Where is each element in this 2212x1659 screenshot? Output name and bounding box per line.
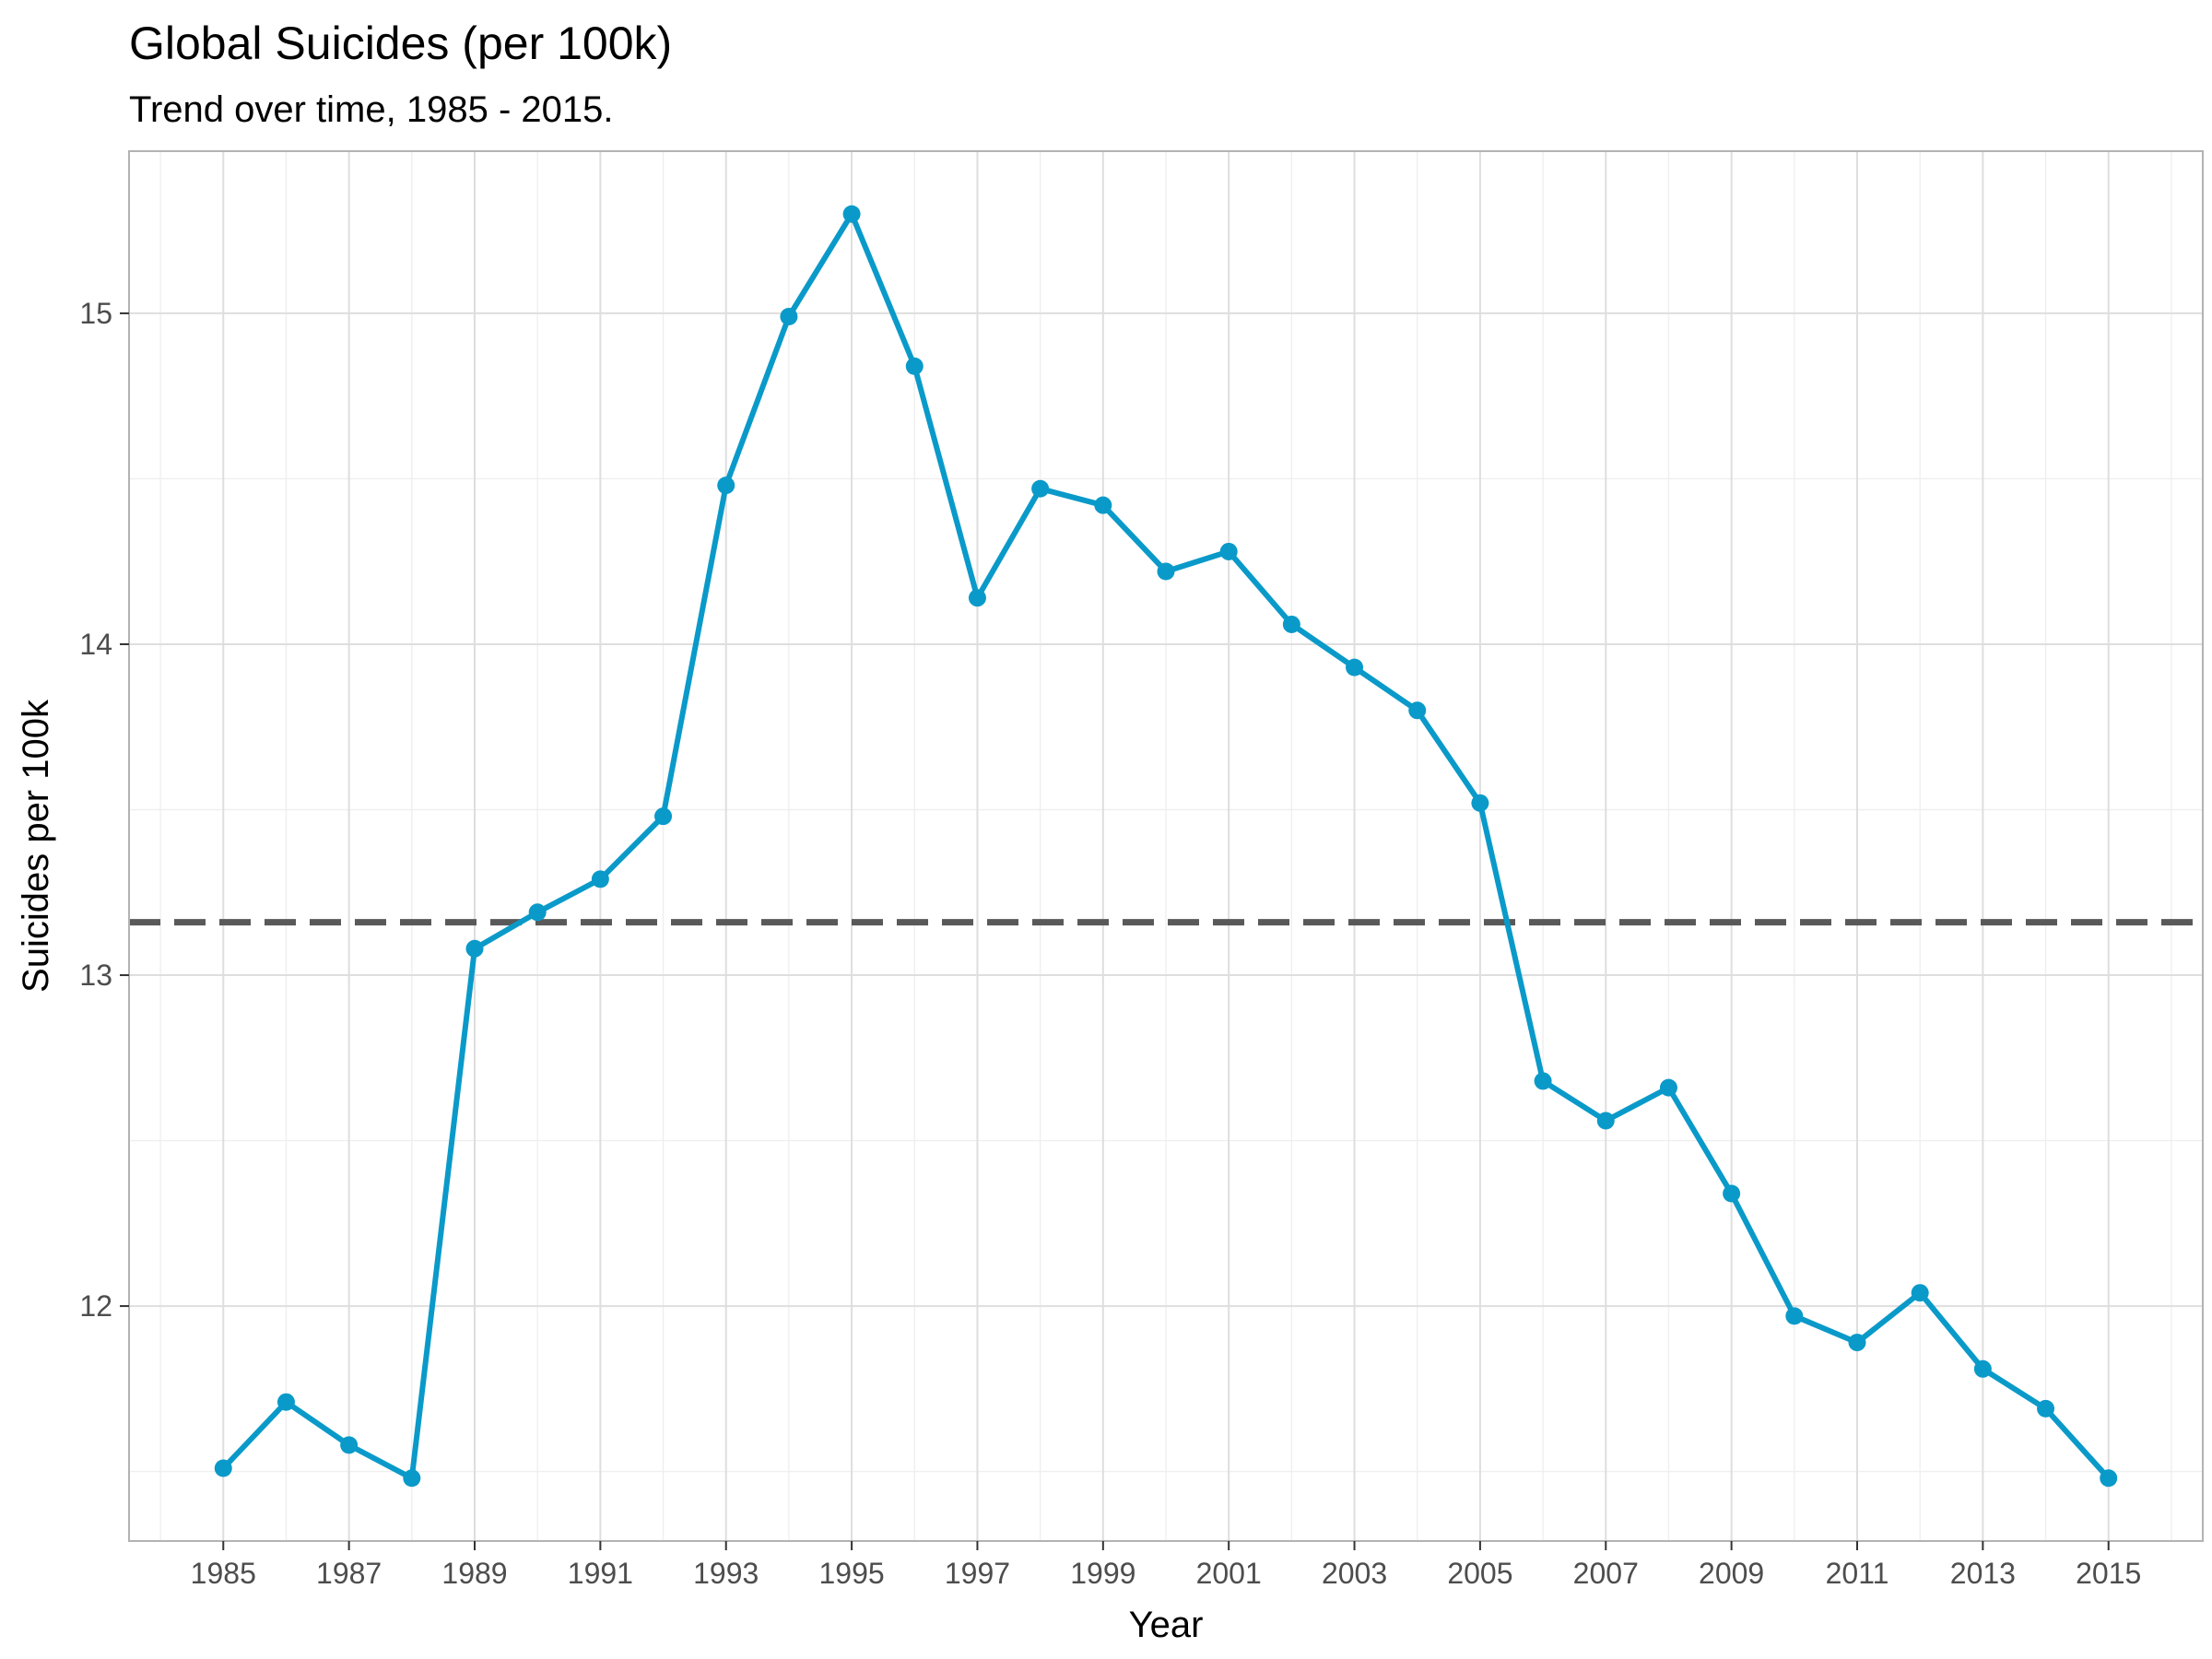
y-tick-label: 13	[79, 959, 112, 992]
x-tick-label: 1997	[945, 1557, 1010, 1590]
data-point-1993	[717, 477, 735, 495]
data-point-2001	[1219, 542, 1238, 560]
x-tick-label: 2003	[1322, 1557, 1387, 1590]
data-point-2010	[1785, 1307, 1804, 1325]
data-point-1990	[528, 903, 547, 922]
data-point-1998	[1031, 479, 1050, 498]
y-axis: 12 13 14 15	[79, 297, 129, 1323]
x-tick-label: 2001	[1196, 1557, 1262, 1590]
x-axis: 1985 1987 1989 1991 1993 1995 1997 1999 2001 2003…	[191, 1541, 2141, 1590]
data-point-1994	[780, 308, 798, 326]
data-points	[214, 205, 2118, 1488]
x-tick-label: 2013	[1950, 1557, 2016, 1590]
data-point-1986	[276, 1393, 295, 1411]
x-tick-label: 2005	[1447, 1557, 1512, 1590]
y-tick-label: 14	[79, 628, 112, 661]
x-tick-label: 1995	[818, 1557, 884, 1590]
data-point-1985	[214, 1459, 232, 1477]
data-point-2002	[1282, 615, 1300, 633]
x-tick-label: 1993	[693, 1557, 759, 1590]
major-gridlines	[129, 151, 2203, 1541]
data-point-2004	[1408, 701, 1427, 720]
data-point-2007	[1596, 1112, 1615, 1130]
panel-border	[128, 150, 2204, 1542]
data-point-2013	[1973, 1359, 1992, 1378]
x-tick-label: 2011	[1826, 1557, 1889, 1590]
data-point-1989	[465, 939, 484, 958]
data-point-1991	[591, 870, 609, 888]
y-axis-title: Suicides per 100k	[16, 699, 56, 993]
y-tick-label: 15	[79, 297, 112, 330]
x-tick-label: 2007	[1573, 1557, 1639, 1590]
data-point-1992	[654, 807, 673, 826]
data-point-2011	[1848, 1334, 1866, 1352]
x-tick-label: 2009	[1699, 1557, 1764, 1590]
data-point-2015	[2100, 1469, 2118, 1488]
data-point-1999	[1094, 496, 1112, 514]
x-axis-title: Year	[1129, 1605, 1204, 1645]
x-tick-label: 1999	[1070, 1557, 1135, 1590]
data-point-2005	[1471, 794, 1489, 812]
chart-title: Global Suicides (per 100k)	[129, 18, 672, 69]
data-point-2008	[1659, 1078, 1677, 1097]
x-tick-label: 1987	[316, 1557, 382, 1590]
data-point-1987	[340, 1436, 359, 1454]
data-point-1988	[403, 1469, 421, 1488]
data-point-2000	[1157, 562, 1175, 581]
data-point-2012	[1911, 1284, 1929, 1302]
data-point-1997	[968, 589, 986, 607]
x-tick-label: 2015	[2076, 1557, 2141, 1590]
data-point-2014	[2037, 1399, 2055, 1418]
x-tick-label: 1985	[191, 1557, 256, 1590]
data-point-1995	[842, 205, 861, 223]
data-point-2009	[1723, 1184, 1741, 1203]
data-point-2003	[1346, 658, 1364, 677]
y-tick-label: 12	[79, 1289, 112, 1323]
data-point-1996	[905, 357, 924, 375]
x-tick-label: 1991	[568, 1557, 633, 1590]
chart-subtitle: Trend over time, 1985 - 2015.	[129, 89, 613, 130]
x-tick-label: 1989	[441, 1557, 507, 1590]
data-point-2006	[1534, 1072, 1552, 1090]
